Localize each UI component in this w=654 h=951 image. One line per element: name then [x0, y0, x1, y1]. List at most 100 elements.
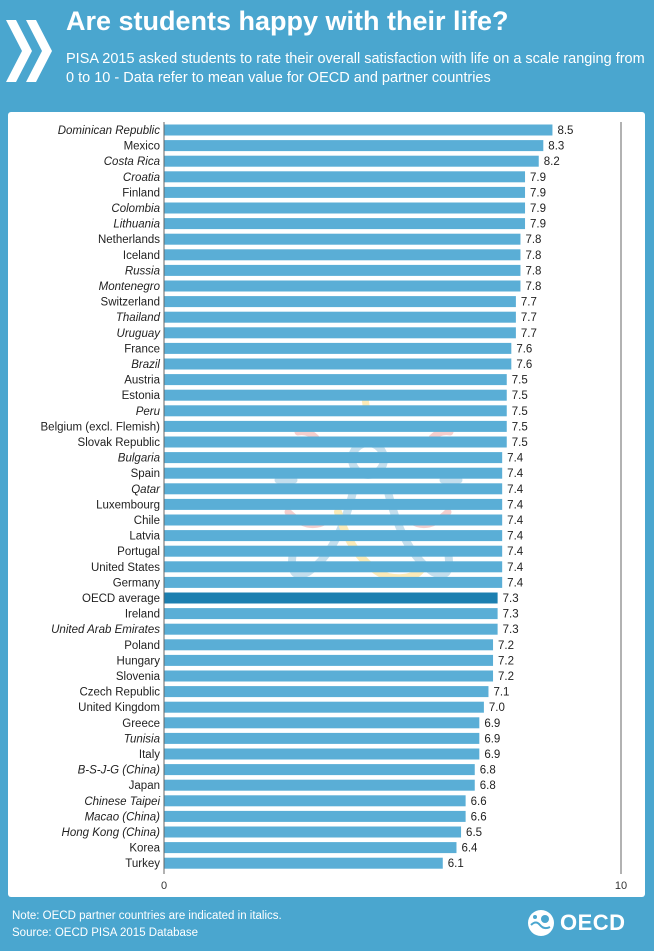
bar-austria [164, 374, 507, 386]
value-label: 7.4 [507, 562, 524, 574]
bar-bulgaria [164, 452, 503, 464]
value-label: 8.3 [548, 141, 564, 153]
category-label: Chinese Taipei [84, 796, 160, 808]
axis-tick-label: 10 [615, 880, 627, 892]
category-label: OECD average [82, 593, 160, 605]
page-title: Are students happy with their life? [66, 6, 509, 36]
category-label: Bulgaria [118, 453, 160, 465]
value-label: 7.4 [507, 546, 524, 558]
category-label: Thailand [116, 312, 161, 324]
oecd-logo-text: OECD [560, 910, 626, 935]
category-label: Italy [139, 749, 160, 761]
value-label: 6.1 [448, 858, 464, 870]
bar-latvia [164, 530, 503, 542]
value-label: 7.9 [530, 219, 546, 231]
category-label: Hungary [117, 655, 161, 667]
bar-czech-republic [164, 686, 489, 698]
bar-united-states [164, 561, 503, 573]
bar-iceland [164, 249, 521, 261]
category-label: Finland [122, 187, 160, 199]
bar-ireland [164, 608, 498, 620]
bar-lithuania [164, 218, 526, 230]
value-label: 7.8 [525, 265, 541, 277]
category-label: Slovenia [116, 671, 161, 683]
category-label: Qatar [131, 484, 161, 496]
bar-estonia [164, 389, 507, 401]
bar-uruguay [164, 327, 516, 339]
bar-chart: Dominican Republic Mexico Costa Rica Croati… [41, 122, 627, 892]
category-label: Switzerland [101, 297, 160, 309]
bar-chile [164, 514, 503, 526]
category-label: United Kingdom [78, 702, 160, 714]
bar-belgium-excl-flemish [164, 420, 507, 432]
bar-oecd-average [164, 592, 498, 604]
bar-united-arab-emirates [164, 623, 498, 635]
bar-hong-kong-china [164, 826, 462, 838]
category-label: Czech Republic [79, 687, 160, 699]
bar-united-kingdom [164, 701, 484, 713]
category-label: Spain [131, 468, 160, 480]
value-label: 8.5 [557, 125, 573, 137]
value-label: 7.8 [525, 234, 541, 246]
value-label: 7.4 [507, 531, 524, 543]
bar-korea [164, 842, 457, 854]
category-label: Croatia [123, 172, 160, 184]
bar-slovenia [164, 670, 494, 682]
bar-poland [164, 639, 494, 651]
value-label: 7.0 [489, 702, 505, 714]
value-label: 7.9 [530, 187, 546, 199]
bar-colombia [164, 202, 526, 214]
bar-italy [164, 748, 480, 760]
category-label: Iceland [123, 250, 160, 262]
bar-tunisia [164, 732, 480, 744]
value-label: 7.9 [530, 203, 546, 215]
category-label: United States [91, 562, 160, 574]
chart-category-labels: Dominican Republic Mexico Costa Rica Croati… [41, 125, 162, 870]
bar-peru [164, 405, 507, 417]
category-label: Mexico [124, 141, 160, 153]
category-label: France [124, 343, 160, 355]
value-label: 7.5 [512, 437, 528, 449]
value-label: 6.5 [466, 827, 482, 839]
value-label: 6.4 [461, 843, 478, 855]
value-label: 7.2 [498, 655, 514, 667]
value-label: 7.2 [498, 671, 514, 683]
category-label: Korea [129, 843, 160, 855]
oecd-logo: OECD [526, 906, 626, 940]
value-label: 6.8 [480, 780, 496, 792]
category-label: Macao (China) [85, 811, 161, 823]
category-label: Lithuania [113, 219, 160, 231]
value-label: 7.4 [507, 577, 524, 589]
category-label: Estonia [122, 390, 161, 402]
value-label: 6.9 [484, 718, 500, 730]
value-label: 7.6 [516, 359, 532, 371]
category-label: United Arab Emirates [51, 624, 160, 636]
bar-luxembourg [164, 498, 503, 510]
bar-finland [164, 186, 526, 198]
category-label: Uruguay [117, 328, 162, 340]
category-label: Peru [136, 406, 161, 418]
bar-slovak-republic [164, 436, 507, 448]
bar-spain [164, 467, 503, 479]
header: Are students happy with their life? PISA… [0, 0, 654, 112]
bar-macao-china [164, 810, 466, 822]
category-label: Hong Kong (China) [62, 827, 161, 839]
bar-thailand [164, 311, 516, 323]
bar-croatia [164, 171, 526, 183]
category-label: Ireland [125, 609, 160, 621]
category-label: Tunisia [124, 733, 160, 745]
bar-costa-rica [164, 155, 539, 167]
category-label: Luxembourg [96, 499, 160, 511]
bar-brazil [164, 358, 512, 370]
category-label: Montenegro [99, 281, 161, 293]
value-label: 7.3 [503, 593, 519, 605]
category-label: Portugal [117, 546, 160, 558]
bar-b-s-j-g-china [164, 764, 475, 776]
bar-qatar [164, 483, 503, 495]
bar-portugal [164, 545, 503, 557]
bar-netherlands [164, 233, 521, 245]
category-label: Netherlands [98, 234, 160, 246]
value-label: 7.5 [512, 421, 528, 433]
value-label: 7.1 [493, 687, 509, 699]
value-label: 7.8 [525, 281, 541, 293]
